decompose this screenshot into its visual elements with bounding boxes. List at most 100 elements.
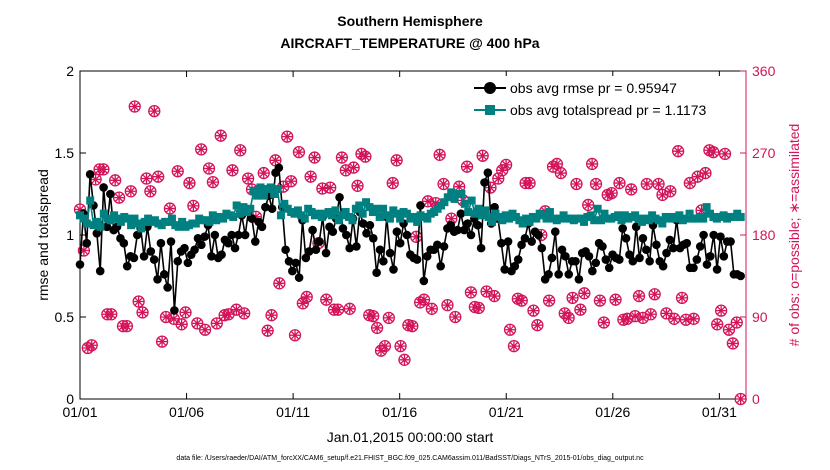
obs-assimilated-point — [563, 312, 574, 323]
obs-assimilated-point — [540, 206, 551, 217]
totalspread-point — [457, 190, 466, 198]
obs-possible-point — [687, 312, 700, 325]
rmse-point — [473, 220, 483, 230]
obs-assimilated-point — [528, 305, 539, 316]
rmse-point — [284, 256, 294, 266]
obs-assimilated-point — [207, 177, 218, 188]
obs-possible-point — [179, 306, 192, 319]
obs-possible-point — [351, 179, 364, 192]
rmse-point — [588, 266, 597, 276]
obs-possible-point — [394, 340, 407, 353]
obs-possible-point — [191, 317, 204, 330]
rmse-point — [119, 238, 129, 248]
obs-assimilated-point — [626, 184, 637, 195]
rmse-point — [210, 230, 220, 240]
rmse-point — [92, 229, 102, 238]
rmse-point — [513, 255, 523, 264]
rmse-point — [446, 220, 456, 230]
rmse-point — [662, 248, 671, 258]
obs-possible-point — [171, 165, 184, 178]
totalspread-point — [593, 204, 602, 213]
obs-possible-point — [711, 318, 724, 331]
rmse-point — [294, 273, 304, 282]
y-axis-label-right: # of obs: o=possible; ∗=assimilated — [786, 124, 802, 347]
obs-assimilated-point — [364, 310, 375, 321]
obs-possible-point — [492, 172, 505, 185]
obs-possible-point — [476, 149, 489, 162]
obs-possible-point — [367, 309, 380, 323]
rmse-point — [439, 242, 449, 251]
rmse-point — [304, 247, 314, 256]
obs-assimilated-point — [344, 303, 355, 314]
rmse-point — [146, 247, 156, 256]
y-tick-label-right: 270 — [752, 145, 776, 161]
x-tick-label: 01/01 — [62, 404, 97, 420]
rmse-point — [368, 233, 378, 243]
obs-assimilated-point — [168, 313, 179, 324]
rmse-point — [200, 232, 210, 241]
obs-assimilated-point — [98, 164, 109, 175]
rmse-point — [311, 245, 321, 255]
rmse-point — [466, 230, 476, 240]
obs-assimilated-point — [407, 321, 418, 332]
rmse-point — [422, 252, 432, 261]
obs-assimilated-point — [250, 211, 261, 222]
totalspread-point — [276, 211, 285, 220]
obs-assimilated-point — [114, 192, 125, 203]
totalspread-point — [93, 217, 102, 226]
totalspread-point — [116, 217, 125, 226]
obs-possible-point — [636, 311, 650, 325]
rmse-point — [193, 233, 203, 243]
rmse-point — [517, 240, 526, 250]
obs-assimilated-point — [278, 181, 289, 192]
obs-possible-point — [652, 177, 665, 191]
rmse-point — [250, 237, 260, 246]
totalspread-point — [205, 217, 214, 226]
rmse-point — [82, 238, 92, 248]
obs-assimilated-point — [454, 181, 465, 192]
y-tick-label-right: 90 — [752, 309, 768, 325]
obs-possible-point — [378, 340, 392, 353]
obs-assimilated-point — [141, 173, 152, 184]
rmse-point — [358, 219, 368, 228]
axis-ticks: 01/01 01/06 01/11 01/16 01/21 01/26 01/31 0 0.5 1… — [55, 63, 776, 420]
totalspread-point — [413, 217, 422, 226]
totalspread-point — [137, 224, 146, 233]
rmse-point — [456, 209, 466, 218]
obs-assimilated-point — [282, 131, 293, 142]
plot-area: 01/01 01/06 01/11 01/16 01/21 01/26 01/31 0 0.5 1… — [55, 63, 776, 420]
rmse-point — [267, 204, 277, 214]
obs-possible-point — [734, 392, 747, 406]
totalspread-point — [208, 211, 217, 220]
totalspread-point — [191, 219, 200, 228]
totalspread-point — [236, 209, 245, 218]
obs-assimilated-point — [297, 298, 308, 309]
rmse-point — [584, 252, 594, 261]
legend-spread-marker — [485, 105, 495, 115]
rmse-point — [156, 238, 166, 248]
rmse-point — [129, 253, 139, 263]
rmse-point — [183, 258, 193, 268]
obs-possible-point — [331, 303, 345, 316]
rmse-point — [433, 240, 442, 250]
rmse-point — [261, 202, 270, 212]
obs-assimilated-point — [336, 152, 347, 163]
rmse-point — [106, 189, 115, 199]
obs-possible-point — [355, 147, 368, 161]
obs-possible-point — [343, 302, 356, 315]
totalspread-point — [614, 211, 623, 220]
rmse-point — [709, 230, 719, 240]
obs-possible-point — [605, 186, 618, 200]
totalspread-point — [219, 214, 228, 223]
obs-possible-point — [472, 301, 485, 315]
totalspread-point — [658, 219, 667, 228]
rmse-point — [365, 220, 375, 230]
rmse-point — [628, 256, 638, 266]
rmse-point — [301, 253, 311, 263]
obs-possible-point — [308, 151, 321, 164]
obs-assimilated-point — [411, 231, 422, 242]
rmse-point — [345, 243, 354, 253]
totalspread-point — [471, 209, 480, 218]
totalspread-point — [106, 216, 115, 225]
